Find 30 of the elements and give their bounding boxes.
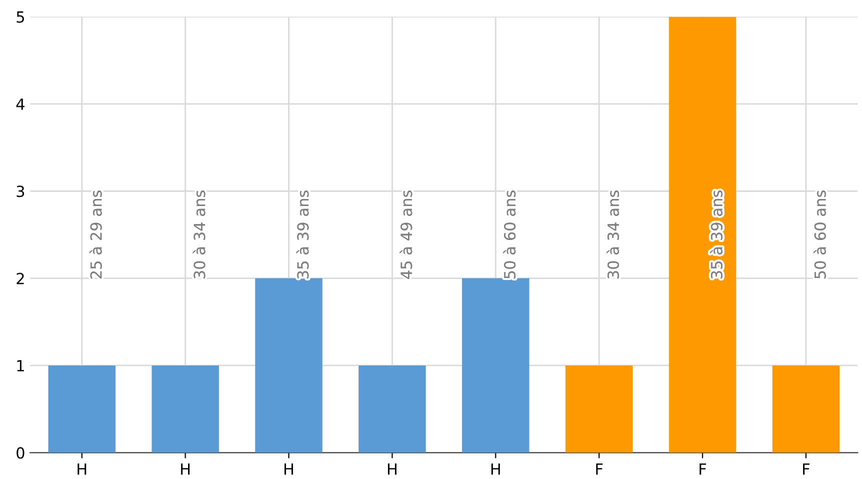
bar bbox=[358, 365, 426, 453]
x-tick-label: H bbox=[491, 464, 500, 475]
y-tick-label: 3 bbox=[16, 186, 24, 198]
x-tick-label: F bbox=[803, 464, 810, 475]
bar bbox=[772, 365, 840, 453]
bar bbox=[565, 365, 633, 453]
bar bbox=[668, 16, 736, 453]
annotation: 35 à 39 ans bbox=[296, 190, 309, 278]
bar bbox=[152, 365, 219, 453]
bar bbox=[462, 278, 530, 453]
x-tick-label: H bbox=[78, 464, 86, 475]
annotation: 35 à 39 ans bbox=[710, 190, 722, 278]
annotation: 50 à 60 ans bbox=[503, 190, 516, 278]
bar bbox=[255, 278, 322, 453]
x-tick-label: F bbox=[596, 464, 603, 475]
annotation: 25 à 29 ans bbox=[89, 190, 102, 278]
y-tick-label: 4 bbox=[16, 98, 24, 110]
annotation: 30 à 34 ans bbox=[192, 190, 206, 278]
y-tick-label: 1 bbox=[17, 360, 24, 372]
x-tick-label: H bbox=[388, 464, 396, 475]
x-tick-label: H bbox=[181, 464, 190, 475]
annotation: 50 à 60 ans bbox=[813, 190, 826, 278]
bar bbox=[48, 365, 116, 453]
x-tick-label: H bbox=[284, 464, 294, 475]
y-tick-label: 2 bbox=[16, 272, 24, 284]
annotation: 45 à 49 ans bbox=[400, 190, 412, 279]
y-tick-label: 0 bbox=[16, 447, 24, 459]
x-tick-label: F bbox=[700, 464, 706, 475]
y-tick-label: 5 bbox=[16, 11, 24, 23]
annotation: 30 à 34 ans bbox=[606, 190, 620, 278]
